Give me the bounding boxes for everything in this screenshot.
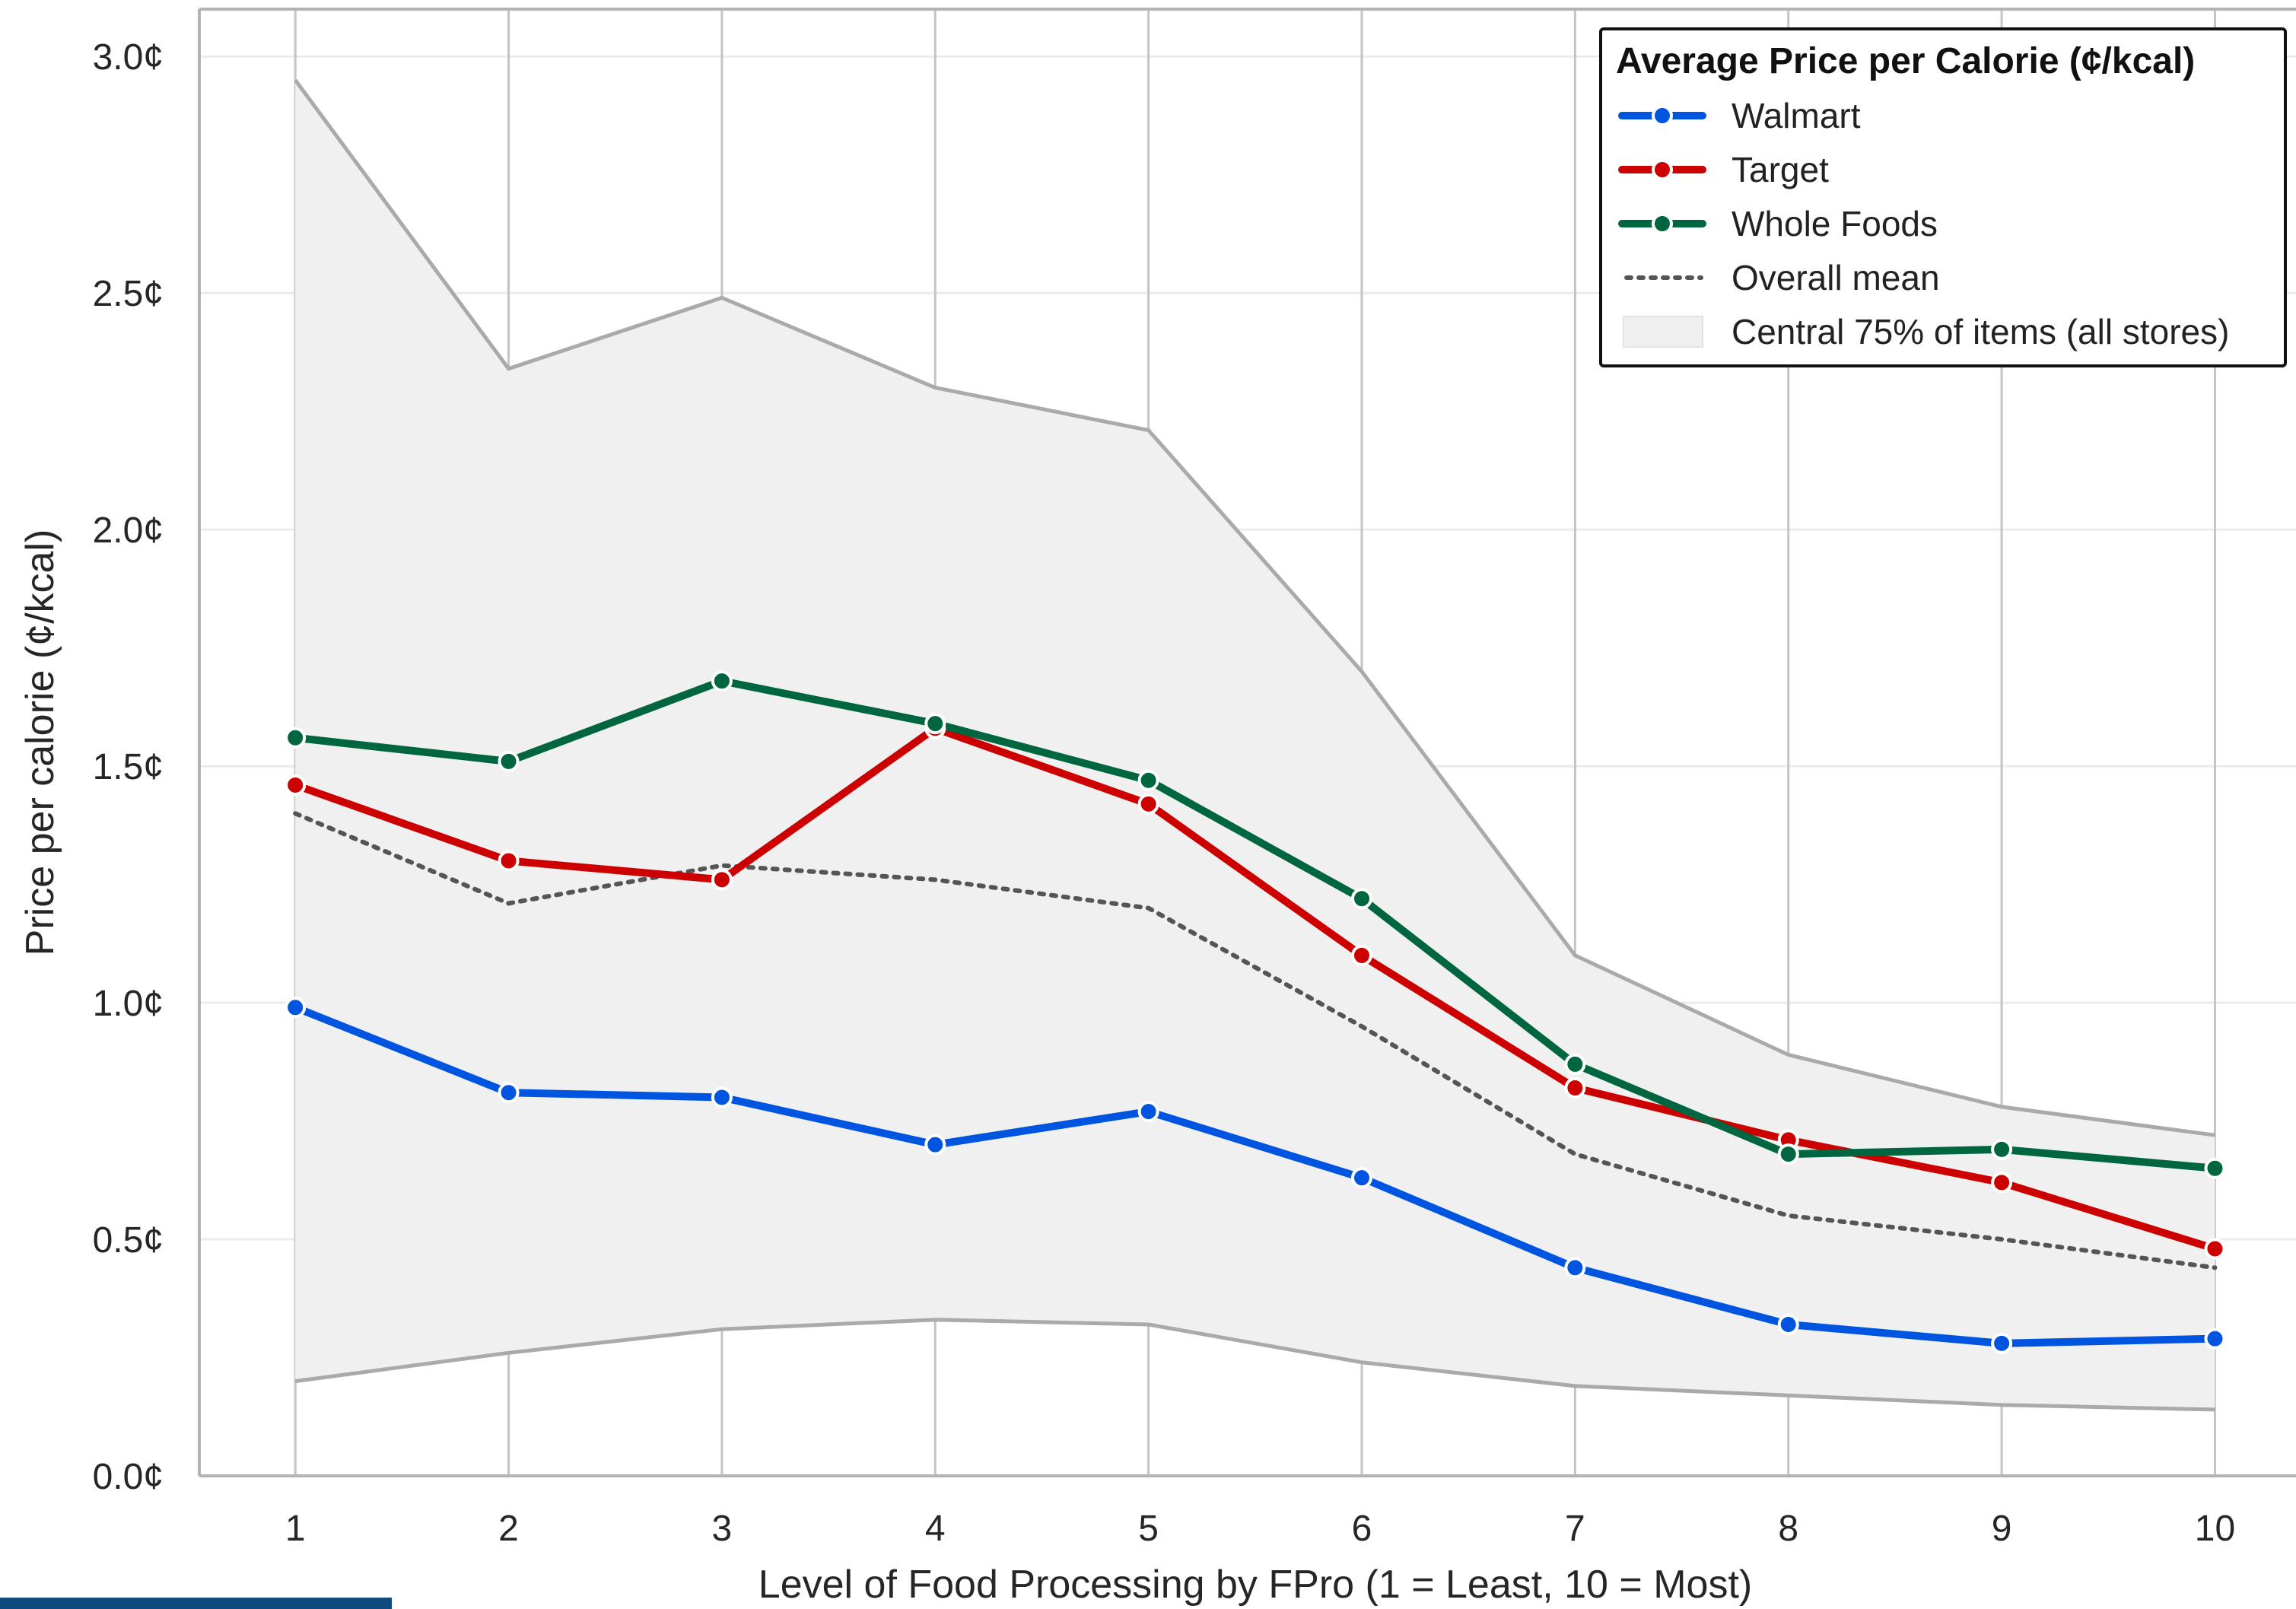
x-tick-label-6: 6 [1352, 1509, 1372, 1549]
whole-foods-point-8 [1777, 1143, 1799, 1165]
x-tick-label-10: 10 [2195, 1509, 2235, 1549]
x-tick-label-7: 7 [1565, 1509, 1585, 1549]
target-point-5 [1137, 793, 1159, 815]
y-axis-label: Price per calorie (¢/kcal) [18, 529, 62, 956]
walmart-line [291, 1003, 2219, 1347]
legend-label-central-75-of-items-all-stores: Central 75% of items (all stores) [1732, 312, 2229, 351]
x-axis-label: Level of Food Processing by FPro (1 = Le… [758, 1563, 1752, 1607]
target-point-7 [1564, 1077, 1586, 1099]
x-tick-label-9: 9 [1992, 1509, 2012, 1549]
whole-foods-point-6 [1350, 888, 1372, 910]
walmart-point-7 [1564, 1257, 1586, 1279]
target-point-10 [2204, 1238, 2226, 1260]
legend-item-whole-foods: Whole Foods [1618, 204, 1938, 243]
target-point-3 [711, 869, 733, 891]
walmart-point-8 [1777, 1313, 1799, 1335]
y-tick-label-5: 2.5¢ [93, 274, 164, 314]
y-tick-labels: 0.0¢ 0.5¢ 1.0¢ 1.5¢ 2.0¢ 2.5¢ 3.0¢ [93, 37, 164, 1497]
series-lines [291, 677, 2219, 1347]
walmart-point-6 [1350, 1167, 1372, 1189]
legend-label-walmart: Walmart [1732, 96, 1861, 135]
y-tick-label-4: 2.0¢ [93, 510, 164, 551]
legend-items: Walmart Target Whole Foods Overall mean Cent… [1618, 96, 2229, 351]
legend-title: Average Price per Calorie (¢/kcal) [1616, 41, 2195, 81]
target-point-2 [498, 850, 520, 872]
walmart-point-1 [285, 997, 307, 1019]
y-tick-label-3: 1.5¢ [93, 747, 164, 787]
x-tick-label-2: 2 [498, 1509, 519, 1549]
x-tick-label-1: 1 [285, 1509, 306, 1549]
x-tick-label-4: 4 [925, 1509, 946, 1549]
legend-box [1599, 27, 2287, 367]
walmart-point-2 [498, 1082, 520, 1104]
y-tick-label-2: 1.0¢ [93, 984, 164, 1024]
legend: Average Price per Calorie (¢/kcal) Walma… [1599, 27, 2287, 367]
legend-swatch-marker-target [1652, 159, 1673, 180]
target-line [291, 724, 2219, 1253]
band-lower-edge [294, 1318, 2215, 1412]
legend-item-walmart: Walmart [1618, 96, 1861, 135]
walmart-point-5 [1137, 1101, 1159, 1123]
overall-mean-line [293, 811, 2218, 1270]
whole-foods-line [291, 677, 2219, 1172]
walmart-point-10 [2204, 1328, 2226, 1350]
legend-label-overall-mean: Overall mean [1732, 258, 1940, 297]
x-tick-labels: 1 2 3 4 5 6 7 8 9 10 [285, 1509, 2235, 1549]
y-tick-label-0: 0.0¢ [93, 1457, 164, 1497]
legend-item-central-75-of-items-all-stores: Central 75% of items (all stores) [1623, 312, 2229, 351]
legend-swatch-patch-central-75-of-items-all-stores [1623, 316, 1703, 348]
band-upper-edge [294, 78, 2215, 1137]
legend-swatch-marker-walmart [1652, 105, 1673, 126]
whole-foods-point-10 [2204, 1157, 2226, 1179]
whole-foods-point-2 [498, 750, 520, 772]
x-tick-label-5: 5 [1138, 1509, 1159, 1549]
series-markers [285, 670, 2226, 1354]
x-tick-label-8: 8 [1778, 1509, 1798, 1549]
whole-foods-point-4 [924, 713, 946, 735]
walmart-point-9 [1991, 1332, 2013, 1354]
y-tick-label-1: 0.5¢ [93, 1220, 164, 1261]
legend-label-whole-foods: Whole Foods [1732, 204, 1938, 243]
legend-item-overall-mean: Overall mean [1624, 258, 1940, 297]
target-point-1 [285, 774, 307, 796]
footer-accent-bar [0, 1598, 392, 1609]
whole-foods-point-1 [285, 727, 307, 749]
target-point-6 [1350, 944, 1372, 966]
walmart-point-3 [711, 1086, 733, 1108]
plot-frame [198, 8, 2296, 1477]
whole-foods-point-9 [1991, 1138, 2013, 1160]
legend-item-target: Target [1618, 150, 1829, 189]
y-tick-label-6: 3.0¢ [93, 37, 164, 78]
whole-foods-point-5 [1137, 769, 1159, 791]
legend-swatch-marker-whole-foods [1652, 213, 1673, 234]
band-fill [295, 80, 2215, 1410]
x-tick-label-3: 3 [712, 1509, 733, 1549]
legend-label-target: Target [1732, 150, 1829, 189]
central-75-band [294, 78, 2215, 1412]
whole-foods-point-7 [1564, 1053, 1586, 1075]
walmart-point-4 [924, 1134, 946, 1156]
target-point-9 [1991, 1172, 2013, 1194]
whole-foods-point-3 [711, 670, 733, 692]
